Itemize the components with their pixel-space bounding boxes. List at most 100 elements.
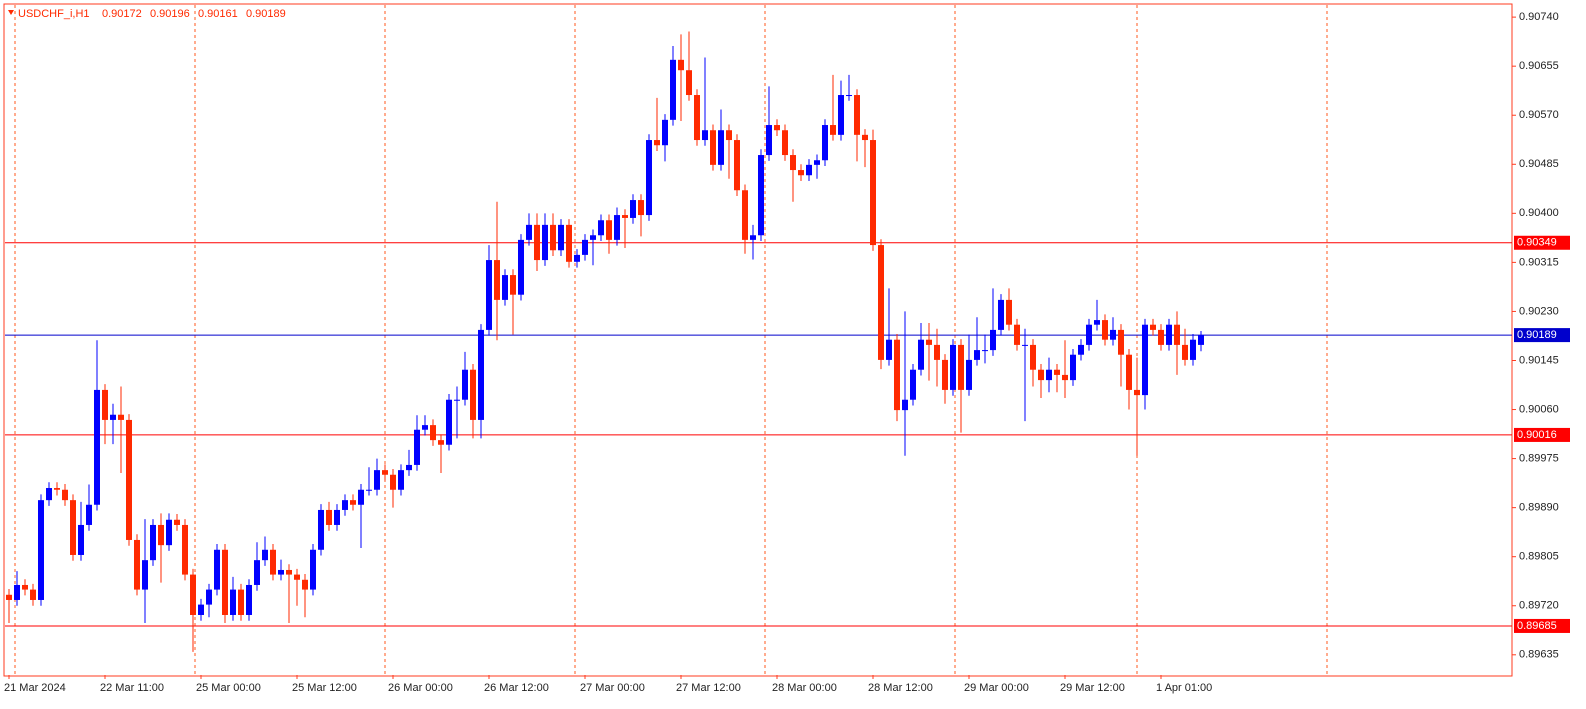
candle-body (734, 140, 740, 191)
candle-body (726, 130, 732, 141)
candle-body (374, 470, 380, 490)
candle-body (118, 414, 124, 420)
candle-body (822, 125, 828, 161)
candle-body (966, 359, 972, 390)
candle-body (382, 470, 388, 475)
candle-body (78, 524, 84, 555)
candle-body (1038, 369, 1044, 381)
candle-body (1198, 335, 1204, 345)
level-label: 0.90189 (1517, 329, 1557, 341)
candle-body (150, 524, 156, 561)
candle-body (278, 569, 284, 575)
candle-body (326, 509, 332, 525)
candle-body (870, 140, 876, 246)
candle-body (574, 254, 580, 262)
y-tick-label: 0.90740 (1519, 11, 1559, 23)
candle-body (502, 275, 508, 300)
x-tick-label: 27 Mar 12:00 (676, 682, 741, 694)
candle-body (622, 215, 628, 218)
candle-body (718, 130, 724, 165)
candle-body (646, 140, 652, 216)
x-tick-label: 28 Mar 00:00 (772, 682, 837, 694)
candle-body (910, 369, 916, 400)
candle-body (198, 604, 204, 615)
candle-body (294, 574, 300, 580)
candle-body (62, 489, 68, 501)
candle-body (38, 500, 44, 600)
candle-body (1086, 324, 1092, 345)
candle-body (454, 399, 460, 401)
candle-body (142, 560, 148, 590)
candle-body (166, 519, 172, 546)
candle-body (86, 504, 92, 525)
level-label-box (1514, 328, 1570, 343)
candle-body (302, 579, 308, 590)
candle-body (462, 369, 468, 400)
candle-body (1054, 369, 1060, 375)
candle-body (254, 560, 260, 585)
level-label: 0.90016 (1517, 429, 1557, 441)
x-tick-label: 1 Apr 01:00 (1156, 682, 1212, 694)
candle-body (1166, 324, 1172, 345)
candle-body (70, 500, 76, 555)
candle-body (366, 489, 372, 491)
candle-body (414, 429, 420, 465)
candle-body (270, 549, 276, 575)
candle-body (542, 224, 548, 261)
candle-body (94, 389, 100, 505)
x-tick-label: 25 Mar 12:00 (292, 682, 357, 694)
candle-body (1158, 329, 1164, 345)
candle-body (406, 464, 412, 471)
y-tick-label: 0.89975 (1519, 452, 1559, 464)
x-tick-label: 21 Mar 2024 (4, 682, 66, 694)
candle-body (710, 130, 716, 165)
candle-body (1190, 339, 1196, 360)
candle-body (526, 224, 532, 240)
candle-body (1174, 324, 1180, 345)
candle-body (790, 155, 796, 171)
candle-body (670, 59, 676, 120)
candle-body (158, 524, 164, 546)
candle-body (1102, 320, 1108, 340)
y-tick-label: 0.90230 (1519, 305, 1559, 317)
candle-body (686, 70, 692, 96)
candle-body (1150, 324, 1156, 330)
candle-body (350, 500, 356, 505)
level-label: 0.89685 (1517, 620, 1557, 632)
y-tick-label: 0.90145 (1519, 354, 1559, 366)
candle-body (286, 569, 292, 575)
candle-body (830, 125, 836, 135)
candle-body (550, 224, 556, 251)
candle-body (998, 299, 1004, 330)
y-tick-label: 0.90060 (1519, 403, 1559, 415)
candle-body (214, 549, 220, 590)
x-tick-label: 22 Mar 11:00 (100, 682, 164, 694)
candle-body (318, 509, 324, 550)
y-tick-label: 0.90570 (1519, 109, 1559, 121)
y-tick-label: 0.90400 (1519, 207, 1559, 219)
x-tick-label: 27 Mar 00:00 (580, 682, 645, 694)
candle-body (766, 125, 772, 156)
candle-body (990, 329, 996, 351)
candle-body (358, 489, 364, 505)
candle-body (894, 339, 900, 411)
candle-body (1182, 344, 1188, 360)
symbol-name: USDCHF_i,H1 (18, 8, 90, 20)
candle-body (942, 359, 948, 390)
candle-body (950, 344, 956, 390)
y-tick-label: 0.89635 (1519, 649, 1559, 661)
candle-body (654, 140, 660, 146)
candle-body (1094, 320, 1100, 325)
candle-body (1046, 369, 1052, 381)
candle-body (422, 425, 428, 430)
y-tick-label: 0.89890 (1519, 502, 1559, 514)
level-label: 0.90349 (1517, 237, 1557, 249)
candle-body (438, 440, 444, 445)
y-tick-label: 0.90655 (1519, 60, 1559, 72)
candle-body (630, 200, 636, 218)
candle-body (678, 59, 684, 71)
candle-body (782, 130, 788, 156)
candle-body (22, 584, 28, 590)
symbol-arrow (8, 10, 14, 15)
